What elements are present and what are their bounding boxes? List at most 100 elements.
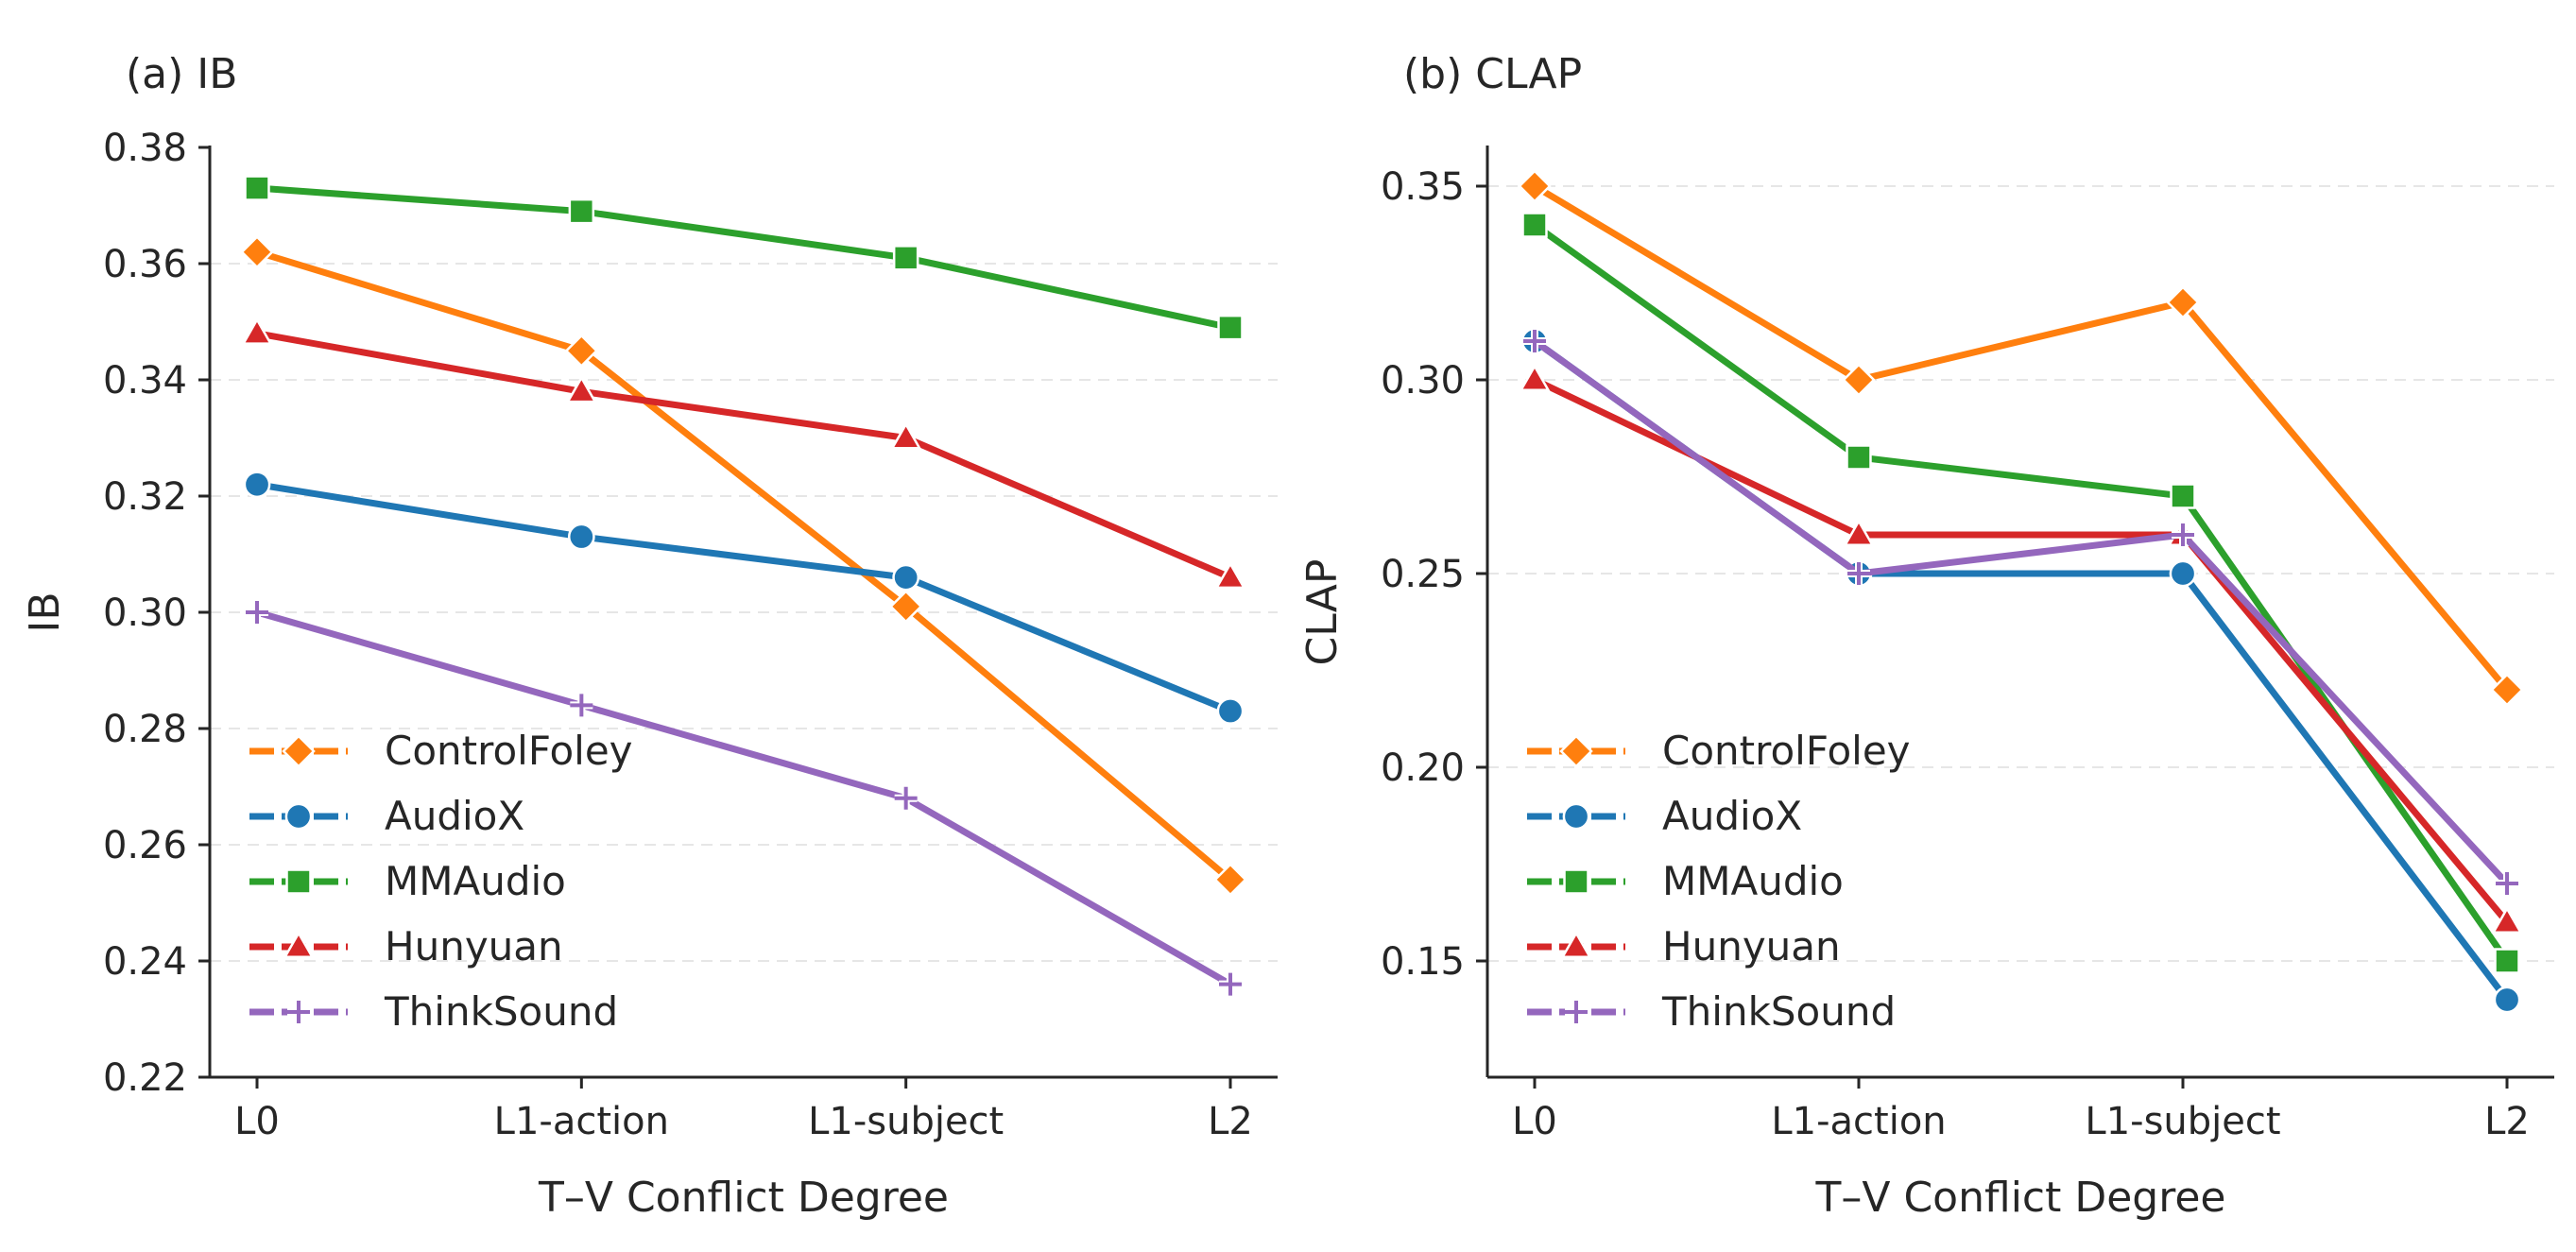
y-tick-label: 0.30 <box>103 592 187 635</box>
data-point <box>894 786 918 810</box>
series-audiox <box>243 471 1245 725</box>
series-controlfoley <box>240 234 1247 897</box>
data-point <box>1519 364 1551 392</box>
y-tick-label: 0.35 <box>1381 165 1465 209</box>
series-line <box>253 609 1234 988</box>
series-line <box>253 330 1234 581</box>
legend-marker <box>284 802 313 831</box>
legend-label: ThinkSound <box>1661 988 1896 1035</box>
y-tick-label: 0.28 <box>103 708 187 751</box>
y-tick-label: 0.34 <box>103 359 187 403</box>
legend-label: ThinkSound <box>384 988 618 1035</box>
series-line <box>1531 221 2511 965</box>
x-tick-label: L2 <box>2484 1100 2530 1143</box>
data-point <box>2493 986 2521 1014</box>
legend-label: Hunyuan <box>1662 923 1841 969</box>
data-point <box>243 471 271 499</box>
data-point <box>1217 314 1244 341</box>
data-point <box>244 175 270 201</box>
chart-title: (b) CLAP <box>1403 50 1582 98</box>
data-point <box>1518 169 1552 203</box>
legend-label: AudioX <box>385 793 524 839</box>
series-thinksound <box>246 601 1242 996</box>
data-point <box>567 523 595 551</box>
x-axis-label: T–V Conflict Degree <box>1814 1174 2225 1222</box>
y-tick-label: 0.32 <box>103 475 187 519</box>
series-line <box>253 481 1234 715</box>
y-tick-label: 0.15 <box>1381 940 1465 984</box>
x-axis-label: T–V Conflict Degree <box>538 1174 949 1222</box>
legend-marker <box>1560 931 1592 959</box>
data-point <box>2496 872 2518 895</box>
legend-marker <box>1562 802 1590 831</box>
data-point <box>1842 363 1876 397</box>
x-tick-label: L1-action <box>1771 1100 1946 1143</box>
data-point <box>564 334 599 369</box>
legend-label: ControlFoley <box>385 728 633 774</box>
x-tick-label: L0 <box>234 1100 280 1143</box>
data-point <box>1216 697 1245 725</box>
series-thinksound <box>1523 330 2518 895</box>
data-point <box>2172 523 2194 546</box>
series-line <box>1531 376 2511 926</box>
chart-panel-0: 0.22 0.24 0.26 0.28 0.30 0.32 0.34 0.36 0.38 L0 L1… <box>21 50 1278 1222</box>
y-tick-label: 0.24 <box>103 940 187 984</box>
series-mmaudio <box>244 175 1244 341</box>
legend-marker <box>285 868 312 895</box>
data-point <box>892 245 919 271</box>
y-tick-label: 0.36 <box>103 243 187 286</box>
legend-marker <box>283 931 315 959</box>
series-line <box>1531 337 2511 887</box>
data-point <box>240 234 274 269</box>
legend-marker <box>287 1001 310 1023</box>
legend-marker <box>282 734 316 768</box>
legend-label: MMAudio <box>385 858 566 904</box>
x-tick-label: L2 <box>1208 1100 1253 1143</box>
chart-title: (a) IB <box>126 50 237 98</box>
data-point <box>565 375 597 403</box>
data-point <box>570 694 593 717</box>
data-point <box>2494 948 2520 974</box>
series-hunyuan <box>1519 364 2523 935</box>
data-point <box>1523 330 1546 352</box>
data-point <box>1214 561 1246 590</box>
data-point <box>2170 483 2196 509</box>
series-line <box>253 249 1234 883</box>
legend-label: ControlFoley <box>1662 728 1911 774</box>
data-point <box>1846 444 1872 471</box>
series-audiox <box>1520 327 2521 1014</box>
data-point <box>892 563 920 592</box>
y-tick-label: 0.20 <box>1381 746 1465 790</box>
data-point <box>1213 863 1247 897</box>
legend-marker <box>1559 734 1593 768</box>
y-tick-label: 0.38 <box>103 127 187 170</box>
data-point <box>568 197 595 225</box>
y-tick-label: 0.25 <box>1381 553 1465 596</box>
legend-label: MMAudio <box>1662 858 1844 904</box>
x-tick-label: L0 <box>1512 1100 1557 1143</box>
series-controlfoley <box>1518 169 2524 707</box>
data-point <box>241 317 273 345</box>
legend-label: AudioX <box>1662 793 1802 839</box>
y-axis-label: CLAP <box>1298 559 1347 666</box>
x-tick-label: L1-subject <box>808 1100 1004 1143</box>
legend-marker <box>1565 1001 1588 1023</box>
chart-panel-1: 0.15 0.20 0.25 0.30 0.35 L0 L1-action L1-subjec… <box>1298 50 2554 1222</box>
legend: ControlFoley AudioX MMAudio Hunyuan ThinkSou… <box>1527 728 1911 1035</box>
legend: ControlFoley AudioX MMAudio Hunyuan ThinkSou… <box>249 728 633 1035</box>
data-point <box>2169 559 2197 588</box>
data-point <box>2166 285 2200 319</box>
data-point <box>888 590 923 624</box>
series-hunyuan <box>241 317 1246 590</box>
data-point <box>1843 519 1875 547</box>
legend-label: Hunyuan <box>385 923 563 969</box>
series-line <box>1531 182 2511 694</box>
data-point <box>1847 562 1870 585</box>
data-point <box>2491 906 2523 935</box>
legend-marker <box>1563 868 1589 895</box>
x-tick-label: L1-action <box>494 1100 669 1143</box>
series-line <box>253 184 1234 332</box>
data-point <box>1521 212 1548 238</box>
data-point <box>2490 673 2524 707</box>
